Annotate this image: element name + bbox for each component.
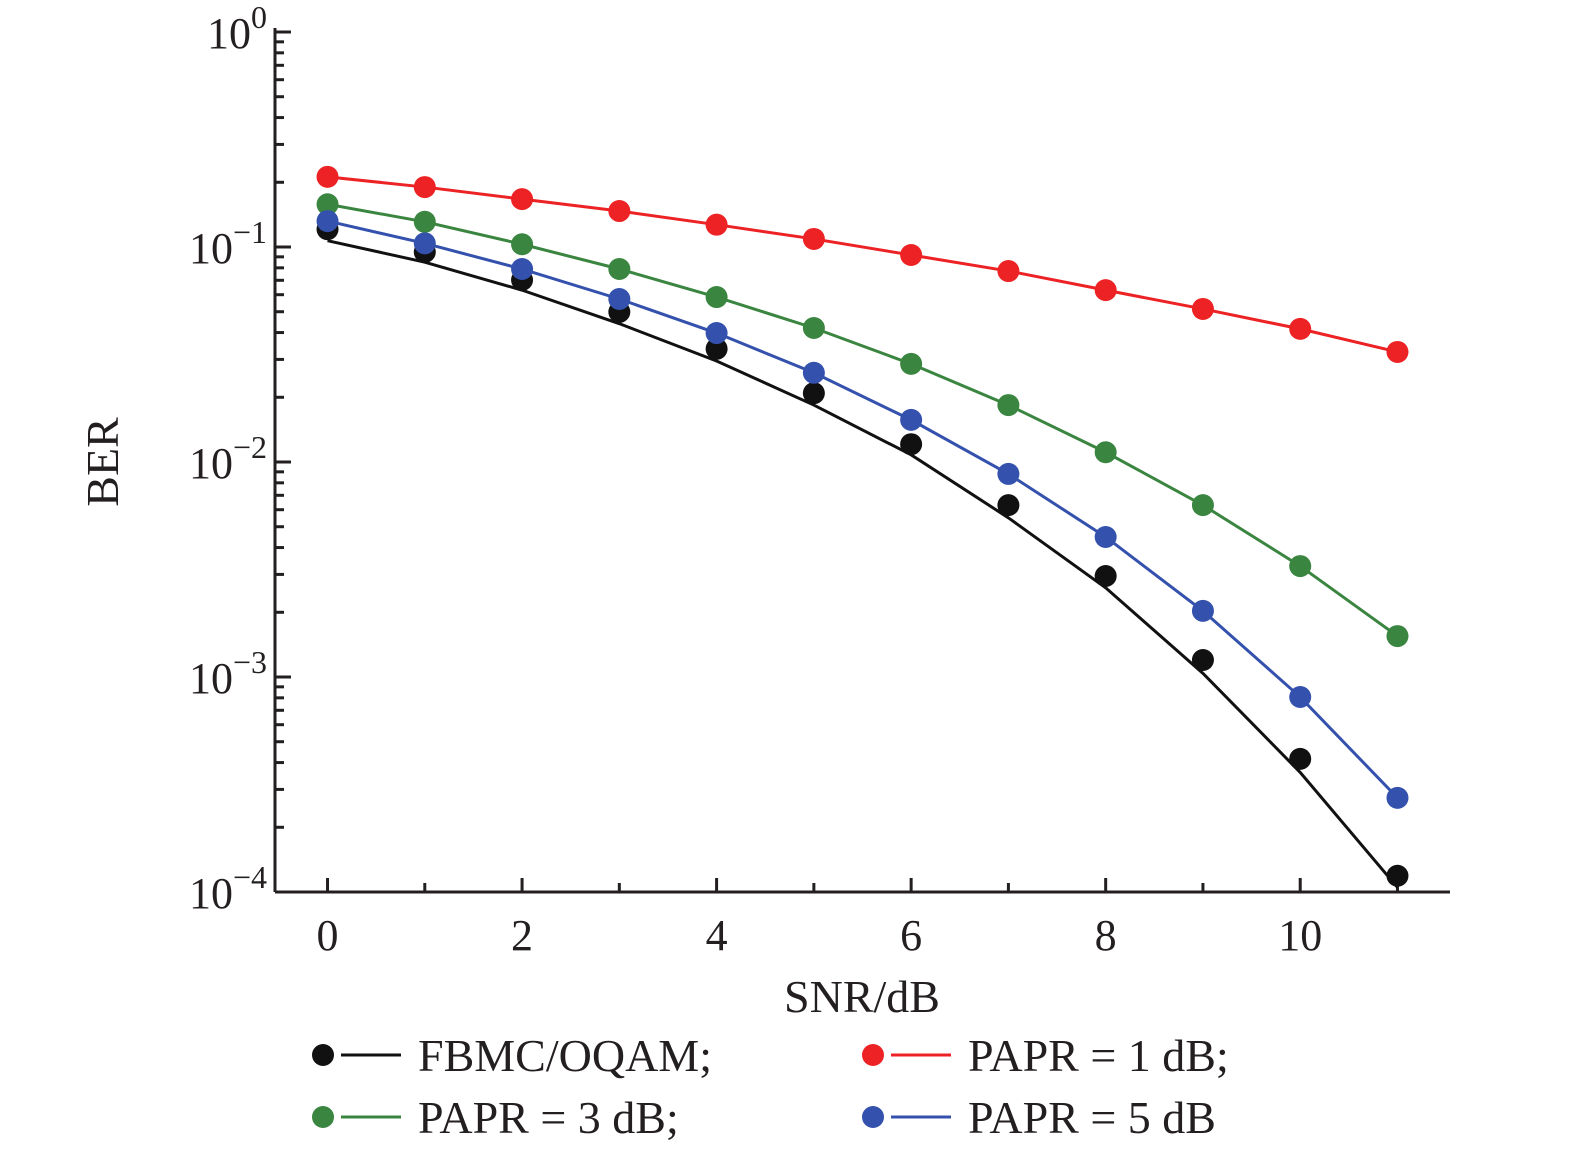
legend-label: PAPR = 5 dB (968, 1092, 1216, 1143)
data-point (1094, 441, 1117, 464)
x-tick-label: 2 (511, 911, 533, 960)
x-tick-label: 0 (317, 911, 339, 960)
data-point (511, 258, 534, 281)
data-point (1191, 494, 1214, 517)
series-papr-5-db (316, 210, 1409, 809)
y-tick-label: 100 (207, 0, 267, 58)
series-line (327, 239, 1399, 889)
data-point (900, 243, 923, 266)
legend-item: PAPR = 3 dB; (312, 1092, 679, 1143)
data-point (1386, 786, 1409, 809)
data-point (900, 352, 923, 375)
x-tick-label: 8 (1095, 911, 1117, 960)
data-point (413, 232, 436, 255)
data-point (802, 227, 825, 250)
data-point (316, 193, 339, 216)
legend-label: PAPR = 3 dB; (418, 1092, 679, 1143)
data-point (997, 394, 1020, 417)
legend-label: FBMC/OQAM; (418, 1030, 712, 1081)
axes: 0 2 4 6 8 10 100 10−1 10−2 10−3 10−4 (189, 0, 1450, 960)
data-point (1289, 317, 1312, 340)
data-point (802, 382, 825, 405)
data-point (1386, 340, 1409, 363)
data-point (705, 322, 728, 345)
series-papr-3-db (316, 193, 1409, 648)
data-point (413, 176, 436, 199)
legend-item: FBMC/OQAM; (312, 1030, 712, 1081)
series-papr-1-db (316, 165, 1409, 363)
y-tick-label: 10−3 (189, 644, 267, 703)
data-point (997, 462, 1020, 485)
x-tick-label: 6 (900, 911, 922, 960)
y-axis-title: BER (77, 417, 128, 507)
data-point (997, 260, 1020, 283)
data-point (705, 286, 728, 309)
data-point (900, 408, 923, 431)
data-point (1289, 555, 1312, 578)
data-point (1289, 747, 1312, 770)
data-point (900, 433, 923, 456)
x-axis-title: SNR/dB (784, 971, 940, 1022)
data-point (608, 287, 631, 310)
x-tick-label: 4 (706, 911, 728, 960)
data-point (316, 210, 339, 233)
series-line (327, 219, 1399, 799)
series-line (327, 202, 1399, 638)
data-point (1094, 279, 1117, 302)
data-point (608, 258, 631, 281)
legend-item: PAPR = 5 dB (862, 1092, 1216, 1143)
legend-item: PAPR = 1 dB; (862, 1030, 1229, 1081)
y-tick-label: 10−1 (189, 214, 267, 273)
data-point (511, 188, 534, 211)
data-point (1191, 297, 1214, 320)
data-point (1289, 686, 1312, 709)
data-point (1191, 599, 1214, 622)
data-point (1386, 625, 1409, 648)
y-tick-label: 10−4 (189, 859, 267, 918)
data-point (1094, 564, 1117, 587)
data-point (997, 494, 1020, 517)
data-point (1386, 864, 1409, 887)
series-group (316, 165, 1409, 889)
series-line (327, 175, 1398, 354)
data-point (705, 213, 728, 236)
data-point (608, 200, 631, 223)
data-point (705, 337, 728, 360)
data-point (1094, 525, 1117, 548)
data-point (316, 165, 339, 188)
data-point (802, 361, 825, 384)
x-tick-label: 10 (1278, 911, 1322, 960)
legend-marker (312, 1106, 334, 1128)
legend-label: PAPR = 1 dB; (968, 1030, 1229, 1081)
data-point (1191, 648, 1214, 671)
legend-marker (862, 1106, 884, 1128)
legend-marker (862, 1044, 884, 1066)
data-point (802, 317, 825, 340)
y-tick-label: 10−2 (189, 429, 267, 488)
legend-marker (312, 1044, 334, 1066)
legend: FBMC/OQAM; PAPR = 1 dB; PAPR = 3 dB; PAPR =… (312, 1030, 1229, 1143)
data-point (413, 210, 436, 233)
data-point (511, 233, 534, 256)
